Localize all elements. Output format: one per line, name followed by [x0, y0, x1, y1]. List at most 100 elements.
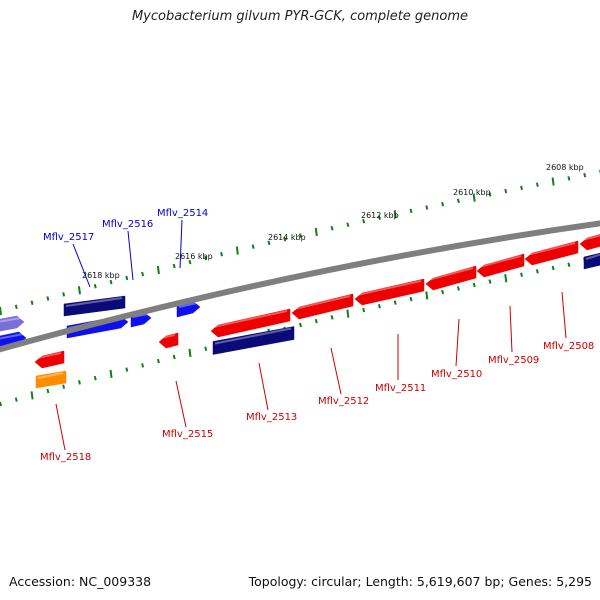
- gene-arrow: [212, 326, 295, 355]
- inner-tick: [172, 354, 176, 360]
- kbp-label: 2612 kbp: [361, 211, 399, 220]
- outer-tick: [314, 227, 318, 236]
- inner-tick: [0, 401, 2, 407]
- gene-highlight: [581, 234, 600, 241]
- kbp-label: 2616 kbp: [175, 252, 213, 261]
- gene-label: Mflv_2518: [40, 452, 91, 463]
- outer-tick: [299, 233, 302, 238]
- label-connector: [561, 291, 567, 339]
- kbp-label: 2608 kbp: [546, 163, 584, 172]
- gene-highlight: [0, 333, 24, 340]
- backbone-arc: [0, 220, 600, 353]
- gene-arrow: [524, 240, 579, 266]
- gene-label: Mflv_2509: [488, 355, 539, 366]
- outer-tick: [409, 208, 413, 214]
- inner-tick: [330, 315, 334, 320]
- genome-stats-text: Topology: circular; Length: 5,619,607 bp…: [248, 574, 592, 589]
- gene-highlight: [178, 302, 198, 308]
- inner-tick: [504, 274, 508, 283]
- label-connector: [509, 305, 513, 353]
- label-connector: [55, 403, 66, 451]
- outer-tick: [330, 226, 334, 231]
- gene-arrow: [34, 350, 65, 369]
- genome-backbone: [0, 220, 600, 353]
- gene-highlight: [585, 253, 600, 260]
- outer-tick: [125, 275, 129, 281]
- gene-highlight: [356, 280, 422, 296]
- gene-highlight: [427, 267, 474, 281]
- inner-tick: [409, 296, 413, 302]
- inner-tick: [188, 348, 192, 357]
- inner-tick: [314, 318, 318, 324]
- outer-tick: [251, 244, 255, 249]
- gene-label: Mflv_2513: [246, 412, 297, 423]
- outer-tick: [220, 252, 224, 257]
- inner-tick: [488, 279, 492, 284]
- gene-label: Mflv_2515: [162, 429, 213, 440]
- label-connector: [127, 230, 134, 281]
- outer-scale-ticks: [0, 170, 600, 316]
- outer-tick: [425, 205, 429, 210]
- gene-arrow: [579, 234, 600, 251]
- gene-highlight: [212, 310, 288, 328]
- outer-tick: [567, 176, 571, 181]
- inner-tick: [346, 309, 350, 318]
- gene-arrow: [291, 293, 354, 320]
- gene-highlight: [65, 297, 123, 307]
- gene-highlight: [214, 327, 292, 345]
- inner-tick: [141, 363, 145, 368]
- inner-tick: [46, 388, 50, 394]
- inner-tick: [77, 380, 81, 385]
- gene-arrow: [63, 295, 126, 317]
- label-connector: [179, 219, 183, 269]
- outer-tick: [504, 188, 508, 194]
- outer-tick: [377, 215, 381, 220]
- inner-tick: [156, 358, 160, 364]
- gene-highlight: [37, 372, 64, 379]
- gene-highlight: [0, 317, 22, 323]
- inner-tick: [567, 262, 571, 267]
- inner-tick: [425, 291, 429, 300]
- gene-features: [0, 234, 600, 389]
- outer-tick: [583, 172, 587, 178]
- outer-tick: [346, 222, 350, 227]
- gene-label: Mflv_2514: [157, 208, 208, 219]
- inner-tick: [535, 269, 539, 274]
- label-connector: [330, 347, 342, 395]
- outer-tick: [77, 286, 81, 295]
- inner-tick: [14, 397, 18, 402]
- gene-arrow: [210, 308, 291, 338]
- accession-text: Accession: NC_009338: [9, 574, 152, 589]
- gene-arrow: [0, 315, 25, 332]
- inner-tick: [62, 384, 66, 389]
- gene-highlight: [526, 242, 576, 256]
- inner-tick: [551, 265, 555, 271]
- gene-label: Mflv_2517: [43, 232, 94, 243]
- inner-tick: [30, 391, 34, 400]
- outer-tick: [30, 300, 34, 305]
- outer-tick: [93, 283, 97, 289]
- inner-tick: [393, 300, 397, 305]
- outer-tick: [0, 306, 2, 316]
- outer-tick: [472, 193, 476, 202]
- outer-tick: [172, 263, 176, 269]
- outer-tick: [109, 279, 113, 285]
- inner-tick: [472, 282, 476, 288]
- outer-tick: [235, 246, 239, 255]
- gene-arrow: [158, 332, 179, 349]
- inner-tick: [441, 289, 445, 295]
- gene-labels: Mflv_2517 Mflv_2516 Mflv_2514 Mflv_2518 Mflv…: [40, 208, 594, 463]
- inner-tick: [125, 367, 129, 372]
- kbp-scale-labels: 2608 kbp 2610 kbp 2612 kbp 2614 kbp 2616 kbp…: [82, 163, 584, 280]
- outer-tick: [204, 255, 208, 261]
- outer-tick: [520, 185, 524, 191]
- label-connector: [72, 243, 91, 288]
- outer-tick: [46, 296, 50, 301]
- gene-highlight: [160, 334, 176, 339]
- gene-arrow: [35, 370, 67, 389]
- outer-tick: [283, 236, 287, 242]
- outer-tick: [267, 240, 271, 246]
- outer-tick: [156, 265, 160, 275]
- label-connector: [258, 362, 269, 411]
